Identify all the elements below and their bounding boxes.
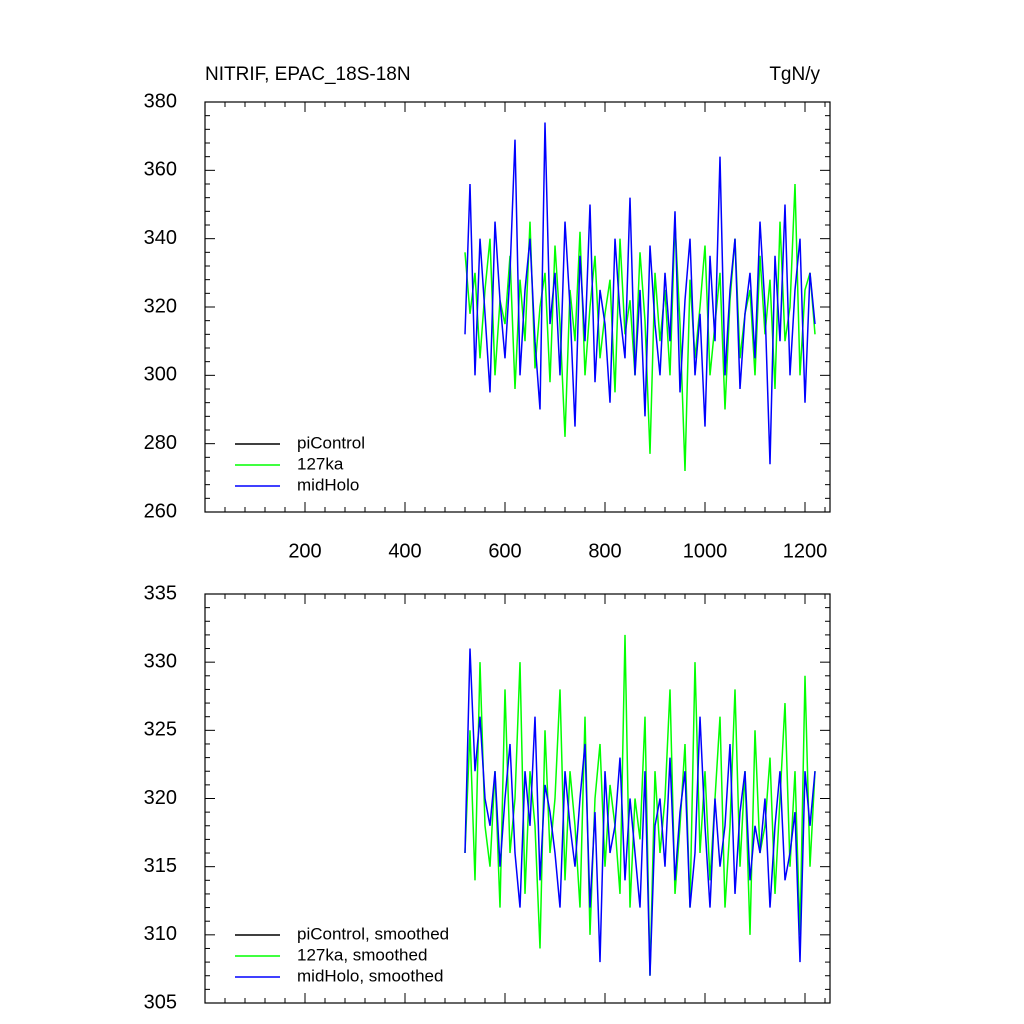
x-tick-label: 600: [488, 540, 521, 562]
legend-label: 127ka, smoothed: [297, 945, 427, 964]
y-tick-label: 320: [144, 295, 177, 317]
y-tick-label: 335: [144, 582, 177, 604]
y-tick-label: 280: [144, 432, 177, 454]
y-tick-label: 340: [144, 227, 177, 249]
legend-label: piControl, smoothed: [297, 924, 449, 943]
x-tick-label: 1200: [783, 540, 828, 562]
series-line: [464, 648, 816, 976]
legend-label: 127ka: [297, 454, 344, 473]
chart-title: NITRIF, EPAC_18S-18N: [205, 64, 411, 85]
x-tick-label: 200: [288, 540, 321, 562]
units-label: TgN/y: [769, 64, 820, 85]
x-tick-label: 1000: [683, 540, 728, 562]
series-line: [464, 122, 816, 465]
y-tick-label: 315: [144, 855, 177, 877]
y-tick-label: 310: [144, 923, 177, 945]
y-tick-label: 330: [144, 650, 177, 672]
y-tick-label: 360: [144, 159, 177, 181]
y-tick-label: 300: [144, 364, 177, 386]
y-tick-label: 305: [144, 991, 177, 1013]
y-tick-label: 380: [144, 90, 177, 112]
legend-label: midHolo, smoothed: [297, 966, 443, 985]
legend-label: midHolo: [297, 475, 359, 494]
legend-label: piControl: [297, 433, 365, 452]
y-tick-label: 260: [144, 500, 177, 522]
y-tick-label: 325: [144, 719, 177, 741]
x-tick-label: 400: [388, 540, 421, 562]
x-tick-label: 800: [588, 540, 621, 562]
y-tick-label: 320: [144, 787, 177, 809]
series-line: [464, 634, 816, 976]
